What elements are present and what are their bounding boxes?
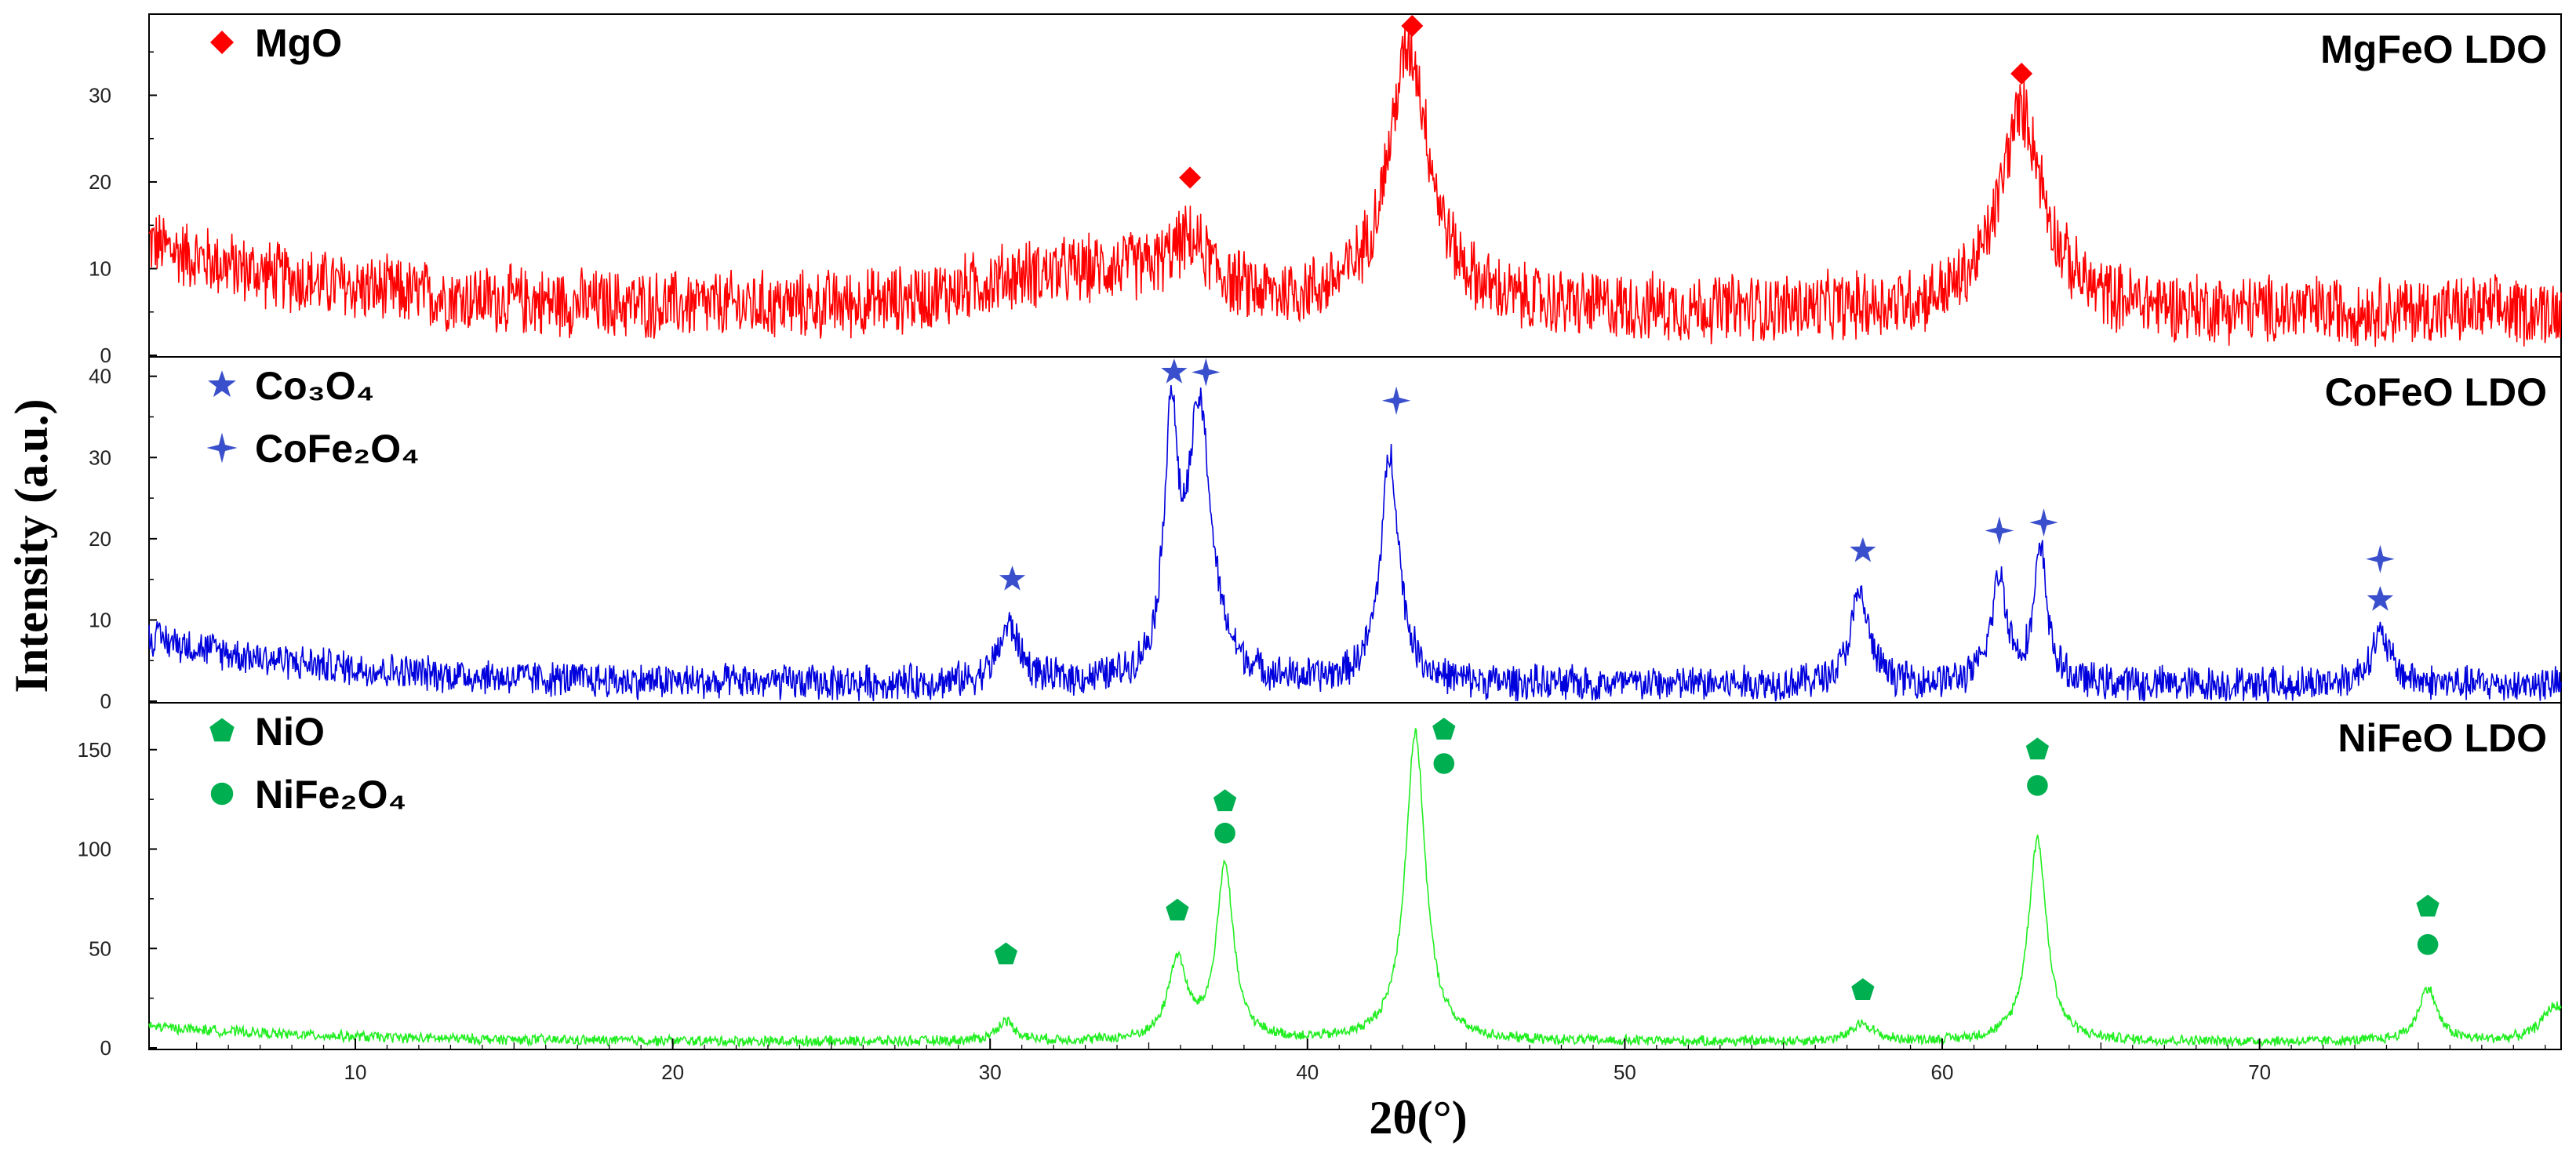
series-trace [148,384,2562,703]
x-tick-label: 30 [979,1060,1002,1084]
peak-marker-star4 [1192,358,1221,387]
series-trace [148,727,2562,1048]
y-tick-label: 50 [89,937,111,960]
peak-marker-pentagon [1166,898,1189,921]
y-tick-label: 0 [100,344,111,367]
legend-marker-diamond [210,31,234,54]
peak-marker-pentagon [994,942,1018,965]
peak-marker-circle [2027,775,2048,796]
series-trace [148,21,2562,347]
legend-marker-star4 [206,432,238,464]
peak-marker-star4 [2366,544,2395,573]
y-tick-label: 0 [100,1036,111,1060]
peak-marker-pentagon [1432,718,1456,740]
y-tick-label: 20 [89,527,111,551]
panel-1: 0 10 20 30 MgO MgFeO LDO [89,15,2562,367]
panel-3: 0 50 100 150 NiO NiFe₂O₄ NiFeO LDO [78,702,2562,1060]
peak-marker-diamond [1179,166,1202,189]
peak-marker-pentagon [1213,789,1237,812]
panel-title: MgFeO LDO [2320,27,2547,71]
panel-2: 0 10 20 30 40 Co₃O₄ CoFe₂O₄ CoFeO LDO [89,356,2562,713]
peak-marker-circle [1214,822,1235,844]
peak-marker-pentagon [1851,978,1875,1000]
x-tick-label: 40 [1296,1060,1319,1084]
y-tick-label: 0 [100,689,111,713]
peak-marker-star5 [2367,586,2394,611]
y-tick-label: 10 [89,256,111,280]
peak-marker-star4 [1381,386,1411,415]
peak-marker-star5 [1850,536,1876,562]
peak-marker-circle [2417,933,2439,955]
y-tick-label: 150 [78,738,111,762]
y-tick-label: 20 [89,170,111,194]
y-axis-title: Intensity (a.u.) [5,398,57,693]
x-tick-label: 60 [1931,1060,1954,1084]
y-tick-label: 30 [89,446,111,469]
legend-marker-circle [210,782,234,806]
peak-marker-pentagon [2025,737,2050,760]
legend-label: NiFe₂O₄ [255,773,406,817]
peak-marker-star5 [999,566,1026,591]
x-tick-label: 70 [2248,1060,2271,1084]
peak-marker-circle [1433,753,1455,774]
x-tick-label: 50 [1614,1060,1636,1084]
y-tick-label: 30 [89,83,111,107]
peak-marker-pentagon [2416,894,2440,917]
panels-layer: 0 10 20 30 MgO MgFeO LDO 0 10 20 30 40 Co₃O₄ CoFe₂O₄… [78,13,2562,1084]
legend-marker-pentagon [209,718,235,742]
peak-marker-star4 [1985,516,2014,545]
plot-frame [148,13,2562,1050]
x-tick-label: 10 [344,1060,367,1084]
legend-marker-star5 [208,370,236,398]
y-tick-label: 40 [89,365,111,388]
legend-label: Co₃O₄ [255,364,375,408]
panel-title: CoFeO LDO [2325,370,2547,414]
x-tick-label: 20 [661,1060,684,1084]
peak-marker-star5 [1161,358,1188,384]
x-axis-title: 2θ(°) [1369,1092,1467,1144]
y-tick-label: 100 [78,838,111,861]
peak-marker-diamond [2010,62,2033,85]
peak-marker-diamond [1401,15,1424,38]
peak-marker-star4 [2029,507,2058,537]
legend-label: MgO [255,21,342,65]
legend-label: CoFe₂O₄ [255,427,420,471]
legend-label: NiO [255,710,325,754]
y-tick-label: 10 [89,608,111,631]
panel-title: NiFeO LDO [2338,716,2547,760]
